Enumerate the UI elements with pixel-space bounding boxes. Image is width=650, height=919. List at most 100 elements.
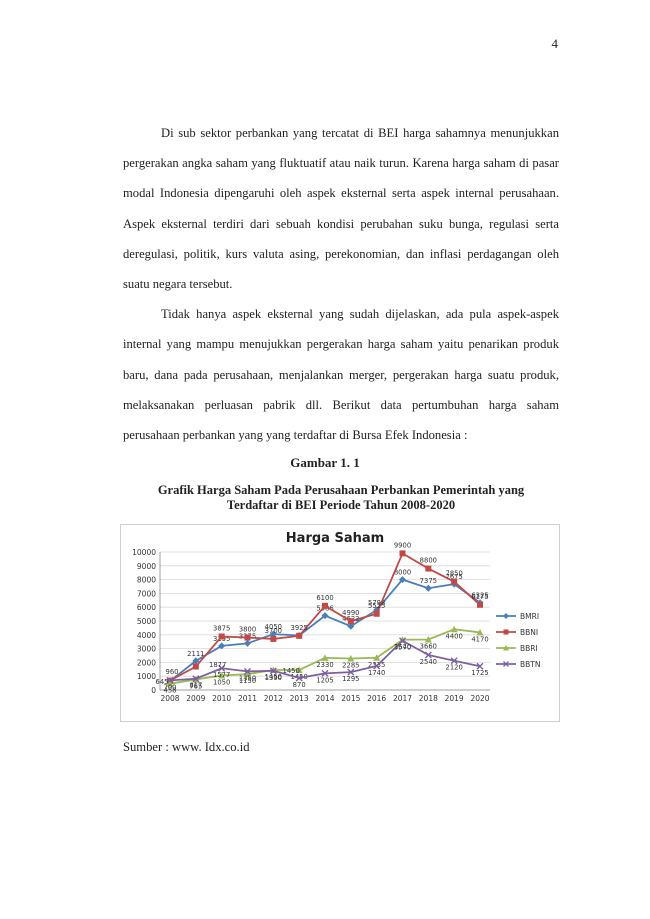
chart-frame [120,524,560,722]
chart-container: Harga Saham 0 1000 2000 3000 4000 5000 6000 7000… [120,524,560,722]
data-label-BBNI-2019: 7850 [446,570,463,578]
paragraph-1: Di sub sektor perbankan yang tercatat di… [123,126,559,292]
data-label-BBRI-2011: 1150 [239,677,256,685]
x-tick-label-2020: 2020 [470,694,489,703]
figure-caption-line-1: Grafik Harga Saham Pada Perusahaan Perba… [157,483,525,497]
data-label-extra-1: 960 [166,668,179,676]
data-label-BBTN-2011: 1350 [239,674,256,682]
x-tick-label-2016: 2016 [367,694,386,703]
y-tick-label-9: 9000 [137,562,156,571]
chart-title: Harga Saham [286,531,384,546]
data-label-BBRI-2009: 765 [189,682,202,690]
point-BBNI-2016 [373,610,380,617]
data-label-BMRI-2009: 2111 [187,650,204,658]
data-label-BBTN-2017: 3570 [394,644,411,652]
point-BBTN-2009 [192,675,200,683]
y-tick-label-7: 7000 [137,589,156,598]
data-label-extra-2: 1877 [209,661,226,669]
y-tick-label-1: 1000 [137,672,156,681]
data-label-BBNI-2011: 3800 [239,626,256,634]
data-label-BBTN-2013: 870 [293,681,306,689]
line-chart: Harga Saham 0 1000 2000 3000 4000 5000 6000 7000… [120,524,560,722]
point-BBTN-2011 [244,667,251,675]
point-BBNI-2017 [399,550,406,557]
y-tick-label-4: 4000 [137,631,156,640]
data-label-BBNI-2013: 3925 [291,624,308,632]
y-tick-label-8: 8000 [137,576,156,585]
y-tick-label-5: 5000 [137,617,156,626]
data-label-BBRI-2014: 2330 [316,661,333,669]
point-BBRI-2008 [166,680,174,687]
y-tick-label-10: 10000 [132,548,156,557]
data-label-BMRI-2018: 7375 [420,577,437,585]
data-label-BBTN-2008: 700 [164,683,177,691]
data-label-BBRI-2010: 1050 [213,679,230,687]
point-BBNI-2018 [425,565,432,572]
point-BBNI-2014 [322,602,328,609]
data-label-BBTN-2015: 1295 [342,675,359,683]
data-label-BBRI-2017: 3640 [394,643,411,651]
point-BBRI-2015 [347,654,355,662]
data-label-extra-0: 645 [156,678,169,686]
x-tick-label-2014: 2014 [315,694,334,703]
legend-marker-BBTN [503,661,509,667]
data-label-BMRI-2019: 7675 [446,573,463,581]
point-BBNI-2010 [218,633,225,640]
point-BBTN-2012 [269,667,277,675]
data-label-BBRI-2019: 4400 [446,632,463,640]
data-label-BMRI-2016: 5798 [368,599,385,607]
point-BBRI-2019 [450,625,458,633]
legend-label-BBTN: BBTN [520,660,540,669]
body-text: Di sub sektor perbankan yang tercatat di… [123,118,559,450]
point-BMRI-2018 [424,584,432,592]
data-label-BBNI-2016: 5525 [368,602,385,610]
point-BBTN-2019 [450,657,458,665]
point-BBRI-2020 [476,628,484,636]
point-BMRI-2017 [399,576,406,584]
point-BBTN-2015 [347,668,355,676]
y-tick-label-6: 6000 [137,603,156,612]
data-label-BBRI-2008: 458 [164,687,177,695]
data-label-BBTN-2010: 1577 [213,671,230,679]
point-BMRI-2014 [321,612,329,620]
point-BMRI-2010 [218,642,226,650]
data-label-extra-3: 1450 [283,667,300,675]
data-label-BBRI-2012: 1450 [265,673,282,681]
legend-label-BBRI: BBRI [520,644,538,653]
point-BMRI-2015 [347,622,355,630]
figure-label: Gambar 1. 1 [290,455,360,470]
y-tick-label-0: 0 [151,686,156,695]
data-label-BBRI-2013: 1450 [291,673,308,681]
legend-marker-BBRI [503,645,509,651]
data-label-BBTN-2019: 2120 [446,664,463,672]
data-label-BMRI-2017: 8000 [394,569,411,577]
point-BBNI-2009 [192,663,199,670]
x-tick-label-2019: 2019 [445,694,464,703]
point-BMRI-2009 [192,657,200,665]
data-label-BBRI-2015: 2285 [342,661,359,669]
point-BBRI-2016 [373,654,381,661]
data-label-BBNI-2010: 3875 [213,625,230,633]
legend-marker-BBNI [503,629,509,635]
point-BBRI-2013 [295,666,303,673]
legend-label-BBNI: BBNI [520,628,538,637]
point-BBTN-2010 [218,664,226,672]
point-BBRI-2010 [218,672,226,679]
x-tick-label-2011: 2011 [238,694,257,703]
point-BBNI-2012 [270,635,277,642]
paragraph-2: Tidak hanya aspek eksternal yang sudah d… [123,307,559,443]
page-number: 4 [551,36,559,51]
x-tick-label-2015: 2015 [341,694,360,703]
data-label-BBTN-2014: 1205 [316,676,333,684]
point-BMRI-2011 [244,639,251,647]
point-BBTN-2017 [399,637,406,645]
data-label-BBTN-2009: 817 [189,682,202,690]
data-label-BMRI-2020: 6325 [471,592,488,600]
data-label-BBTN-2018: 2540 [420,658,437,666]
data-label-BBNI-2015: 4990 [342,609,359,617]
point-BBNI-2015 [347,618,354,625]
data-label-BBTN-2020: 1725 [471,669,488,677]
x-tick-label-2009: 2009 [186,694,205,703]
data-label-BBTN-2016: 1740 [368,669,385,677]
data-label-BBNI-2017: 9900 [394,541,411,549]
